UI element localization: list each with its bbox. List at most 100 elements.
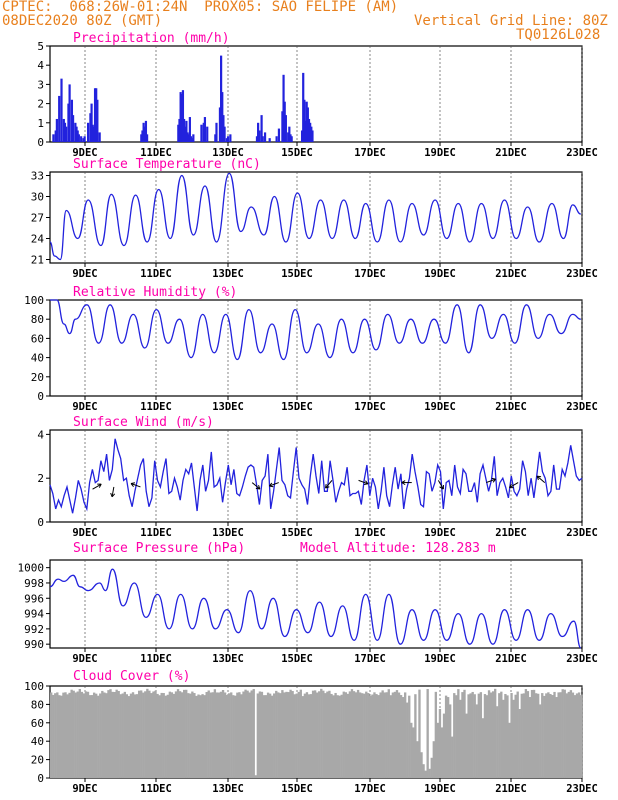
x-tick-label: 11DEC xyxy=(140,268,172,280)
cloud-bar xyxy=(183,689,186,778)
cloud-bar xyxy=(444,695,448,778)
cloud-bar xyxy=(103,692,106,778)
wind-arrow-head xyxy=(401,480,406,483)
cloud-bar xyxy=(242,691,245,778)
cloud-bar xyxy=(514,694,517,778)
cloud-bar xyxy=(60,695,63,778)
precip-bar xyxy=(284,115,287,142)
cloud-bar xyxy=(275,690,278,778)
cloud-bar xyxy=(504,693,507,778)
x-tick-label: 11DEC xyxy=(140,147,172,159)
x-tick-label: 11DEC xyxy=(140,653,172,665)
cloud-bar xyxy=(449,704,452,778)
cloud-bar xyxy=(334,692,337,778)
cloud-bar xyxy=(361,693,364,778)
cloud-bar xyxy=(293,694,296,778)
cloud-bar xyxy=(119,694,122,778)
wind-arrow-head xyxy=(325,484,327,489)
precip-bar xyxy=(90,103,93,142)
x-tick-label: 17DEC xyxy=(354,783,386,795)
wind-arrow-head xyxy=(509,483,512,488)
cloud-bar xyxy=(463,689,466,778)
wind-arrow-head xyxy=(269,485,274,488)
precip-bar xyxy=(202,122,205,142)
cloud-bar xyxy=(191,691,194,778)
x-tick-label: 9DEC xyxy=(72,653,97,665)
precip-bar xyxy=(77,134,80,142)
wind-arrow xyxy=(437,480,444,490)
cloud-bar xyxy=(516,691,519,778)
cloud-bar xyxy=(573,695,577,778)
cloud-bar xyxy=(326,691,329,778)
cloud-bar xyxy=(135,694,139,778)
cloud-bar xyxy=(530,689,534,778)
cloud-bar xyxy=(228,693,231,778)
x-tick-label: 11DEC xyxy=(140,783,172,795)
y-tick-label: 4 xyxy=(37,428,44,441)
precip-bar xyxy=(180,94,183,142)
cloud-bar xyxy=(115,689,118,778)
cloud-bar xyxy=(567,691,571,778)
cloud-bar xyxy=(545,693,548,778)
cloud-bar xyxy=(152,691,155,778)
wind-arrow-head xyxy=(130,482,136,485)
y-tick-label: 24 xyxy=(31,233,45,246)
precip-bar xyxy=(140,134,143,142)
cloud-bar xyxy=(283,692,286,778)
cloud-bar xyxy=(238,692,241,778)
cloud-bar xyxy=(575,693,579,778)
x-tick-label: 19DEC xyxy=(424,783,456,795)
cloud-bar xyxy=(387,689,390,778)
cloud-bar xyxy=(479,692,483,778)
precip-bar xyxy=(68,84,71,142)
precip-bar xyxy=(300,130,304,142)
cloud-bar xyxy=(146,688,149,778)
cloud-bar xyxy=(489,692,493,778)
cloud-bar xyxy=(270,695,274,778)
cloud-bar xyxy=(50,692,53,778)
precip-bar xyxy=(311,130,314,142)
y-tick-label: 100 xyxy=(24,294,44,307)
series-line xyxy=(49,299,581,361)
precip-bar xyxy=(200,124,203,142)
precip-bar xyxy=(141,130,144,142)
cloud-bar xyxy=(485,695,489,778)
cloud-bar xyxy=(559,692,562,778)
y-tick-label: 0 xyxy=(37,136,44,149)
cloud-bar xyxy=(508,722,511,778)
cloud-bar xyxy=(189,693,192,778)
cloud-bar xyxy=(406,702,409,778)
precip-bar xyxy=(76,130,79,142)
y-tick-label: 5 xyxy=(37,40,44,53)
panel-title: Relative Humidity (%) xyxy=(73,285,237,300)
y-tick-label: 33 xyxy=(31,170,44,183)
precip-bar xyxy=(65,126,68,142)
wind-arrow-head xyxy=(268,482,273,487)
precip-bar xyxy=(192,134,195,142)
cloud-bar xyxy=(547,692,550,778)
cloud-bar xyxy=(373,692,376,778)
wind-arrow xyxy=(92,483,102,490)
cloud-bar xyxy=(64,692,67,778)
cloud-bar xyxy=(140,690,143,778)
wind-arrow-head xyxy=(537,475,542,478)
precip-bar xyxy=(187,134,190,142)
cloud-bar xyxy=(410,722,413,778)
y-tick-label: 20 xyxy=(31,371,44,384)
precip-bar xyxy=(60,78,63,142)
precip-bar xyxy=(288,126,291,142)
cloud-bar xyxy=(52,694,55,778)
cloud-bar xyxy=(342,691,345,778)
series-line xyxy=(49,568,582,649)
y-tick-label: 0 xyxy=(37,390,44,403)
cloud-bar xyxy=(99,693,102,778)
precip-bar xyxy=(58,95,61,142)
cloud-bar xyxy=(121,693,124,778)
cloud-bar xyxy=(297,691,300,778)
cloud-bar xyxy=(205,692,208,778)
cloud-bar xyxy=(369,695,372,778)
cloud-bar xyxy=(375,694,378,778)
cloud-bar xyxy=(164,695,167,778)
cloud-bar xyxy=(66,694,69,778)
x-tick-label: 21DEC xyxy=(495,268,527,280)
